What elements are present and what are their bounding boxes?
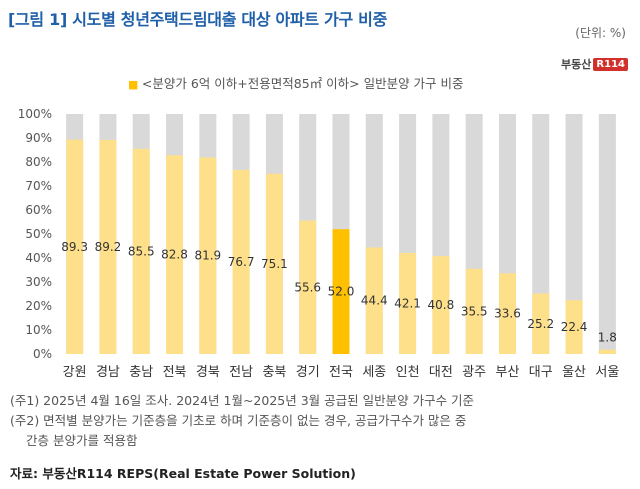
footnotes: (주1) 2025년 4월 16일 조사. 2024년 1월~2025년 3월 … xyxy=(10,391,630,451)
brand-logo: 부동산 R114 xyxy=(561,56,628,72)
value-bar xyxy=(598,349,616,354)
data-label: 55.6 xyxy=(294,280,321,294)
y-tick-label: 60% xyxy=(25,203,52,217)
y-tick-label: 80% xyxy=(25,155,52,169)
category-label: 울산 xyxy=(562,365,586,380)
y-tick-label: 70% xyxy=(25,179,52,193)
data-label: 81.9 xyxy=(194,249,221,263)
data-label: 44.4 xyxy=(361,294,388,308)
data-label: 85.5 xyxy=(128,244,155,258)
y-tick-label: 10% xyxy=(25,323,52,337)
y-tick-label: 20% xyxy=(25,299,52,313)
category-label: 전국 xyxy=(329,365,353,380)
y-tick-label: 100% xyxy=(18,107,52,121)
data-label: 82.8 xyxy=(161,248,188,262)
note-2-continued: 간층 분양가를 적용함 xyxy=(26,433,138,448)
category-label: 충북 xyxy=(262,365,286,380)
data-label: 42.1 xyxy=(394,296,421,310)
category-label: 부산 xyxy=(496,365,520,380)
category-label: 충남 xyxy=(129,365,153,380)
logo-text: 부동산 xyxy=(561,58,592,71)
background-bar xyxy=(565,114,583,354)
data-label: 22.4 xyxy=(561,320,588,334)
unit-label: (단위: %) xyxy=(575,26,626,40)
data-label: 33.6 xyxy=(494,307,521,321)
category-label: 대전 xyxy=(429,365,453,380)
category-label: 전북 xyxy=(163,365,187,380)
data-label: 52.0 xyxy=(328,285,355,299)
data-label: 40.8 xyxy=(428,298,455,312)
value-bar xyxy=(299,220,317,354)
category-label: 광주 xyxy=(462,365,486,380)
legend-text: ■ <분양가 6억 이하+전용면적85㎡ 이하> 일반분양 가구 비중 xyxy=(128,76,464,91)
category-label: 세종 xyxy=(362,365,386,380)
category-label: 경남 xyxy=(96,365,120,380)
logo-badge: R114 xyxy=(593,57,628,71)
data-label: 35.5 xyxy=(461,304,488,318)
y-tick-label: 90% xyxy=(25,131,52,145)
source-line: 자료: 부동산R114 REPS(Real Estate Power Solut… xyxy=(10,466,356,481)
value-bar xyxy=(498,273,516,354)
value-bar xyxy=(99,139,117,354)
y-tick-label: 40% xyxy=(25,251,52,265)
y-tick-label: 0% xyxy=(33,347,52,361)
data-label: 89.3 xyxy=(61,240,88,254)
chart-title: [그림 1] 시도별 청년주택드림대출 대상 아파트 가구 비중 xyxy=(8,10,387,29)
category-label: 인천 xyxy=(396,365,420,380)
value-bar xyxy=(132,148,150,354)
category-label: 경북 xyxy=(196,365,220,380)
value-bar xyxy=(532,293,550,354)
category-label: 서울 xyxy=(595,365,619,380)
value-bar xyxy=(365,247,383,354)
data-label: 75.1 xyxy=(261,257,288,271)
value-bar xyxy=(265,173,283,354)
background-bar xyxy=(598,114,616,354)
data-label: 76.7 xyxy=(228,255,255,269)
y-tick-label: 30% xyxy=(25,275,52,289)
value-bar xyxy=(166,155,184,354)
data-label: 1.8 xyxy=(598,331,617,345)
data-label: 89.2 xyxy=(95,240,122,254)
note-2: (주2) 면적별 분양가는 기준층을 기초로 하며 기준층이 없는 경우, 공급… xyxy=(10,413,467,428)
category-label: 전남 xyxy=(229,365,253,380)
value-bar xyxy=(432,256,450,354)
value-bar xyxy=(66,139,84,354)
value-bar xyxy=(199,157,217,354)
category-label: 강원 xyxy=(63,365,87,380)
category-label: 대구 xyxy=(529,365,553,380)
value-bar xyxy=(399,252,417,354)
bar-chart: ■ <분양가 6억 이하+전용면적85㎡ 이하> 일반분양 가구 비중 0% 10%… xyxy=(18,76,620,380)
value-bar xyxy=(565,300,583,354)
category-label: 경기 xyxy=(296,365,320,380)
value-bar xyxy=(465,268,483,354)
data-label: 25.2 xyxy=(527,317,554,331)
note-1: (주1) 2025년 4월 16일 조사. 2024년 1월~2025년 3월 … xyxy=(10,393,475,408)
value-bar xyxy=(232,169,250,354)
y-tick-label: 50% xyxy=(25,227,52,241)
value-bar xyxy=(332,229,350,354)
